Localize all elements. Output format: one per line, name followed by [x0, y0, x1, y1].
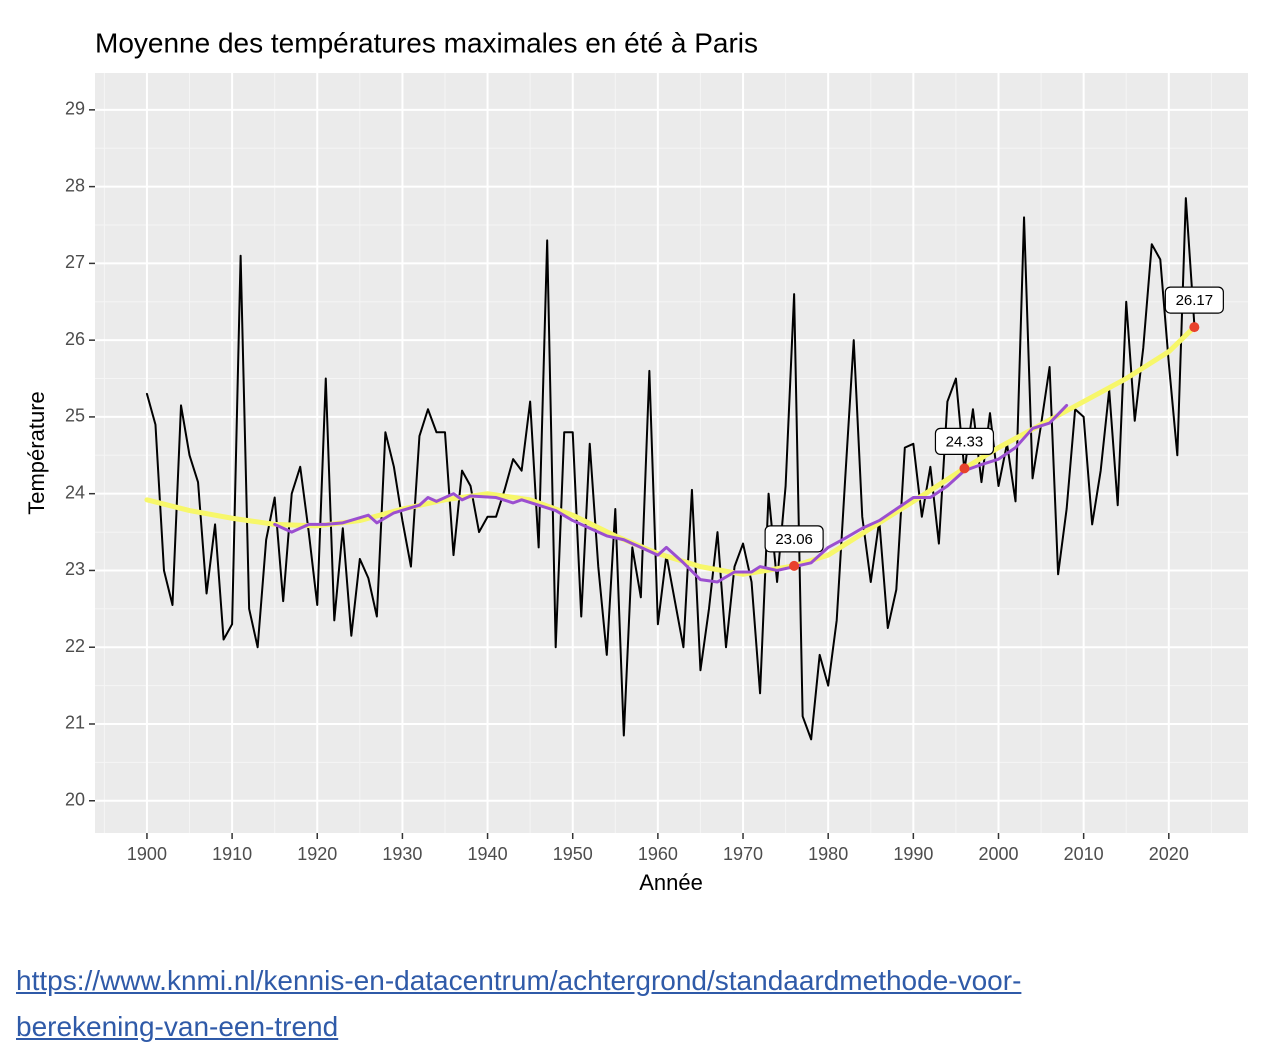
x-tick-label: 1990 — [893, 844, 933, 864]
x-axis-label: Année — [639, 870, 703, 895]
series-line — [145, 197, 1196, 741]
highlight-point — [789, 560, 800, 571]
y-tick-label: 29 — [65, 99, 85, 119]
y-tick-label: 21 — [65, 713, 85, 733]
x-tick-label: 2010 — [1064, 844, 1104, 864]
x-tick-label: 1920 — [297, 844, 337, 864]
reference-link[interactable]: https://www.knmi.nl/kennis-en-datacentru… — [16, 965, 1022, 1042]
y-tick-label: 28 — [65, 175, 85, 195]
x-tick-label: 1910 — [212, 844, 252, 864]
data-label: 23.06 — [775, 531, 813, 548]
x-tick-label: 1950 — [553, 844, 593, 864]
x-tick-label: 2000 — [978, 844, 1018, 864]
y-tick-label: 27 — [65, 252, 85, 272]
chart: Moyenne des températures maximales en ét… — [24, 27, 1248, 895]
y-tick-label: 22 — [65, 636, 85, 656]
x-tick-label: 1940 — [468, 844, 508, 864]
y-tick-label: 24 — [65, 482, 85, 502]
data-label: 24.33 — [946, 433, 984, 450]
x-tick-label: 2020 — [1149, 844, 1189, 864]
series-line — [273, 403, 1069, 584]
x-tick-label: 1930 — [382, 844, 422, 864]
y-tick-label: 25 — [65, 406, 85, 426]
x-tick-label: 1970 — [723, 844, 763, 864]
data-label: 26.17 — [1176, 292, 1214, 309]
highlight-point — [959, 463, 970, 474]
y-axis-label: Température — [24, 391, 49, 515]
x-tick-label: 1960 — [638, 844, 678, 864]
chart-title: Moyenne des températures maximales en ét… — [95, 27, 758, 58]
x-tick-label: 1980 — [808, 844, 848, 864]
y-tick-label: 20 — [65, 790, 85, 810]
label-box — [1164, 286, 1224, 314]
y-tick-label: 26 — [65, 329, 85, 349]
y-tick-label: 23 — [65, 559, 85, 579]
x-tick-label: 1900 — [127, 844, 167, 864]
highlight-point — [1189, 322, 1200, 333]
label-box — [764, 525, 824, 553]
label-box — [934, 427, 995, 455]
panel — [95, 73, 1248, 833]
